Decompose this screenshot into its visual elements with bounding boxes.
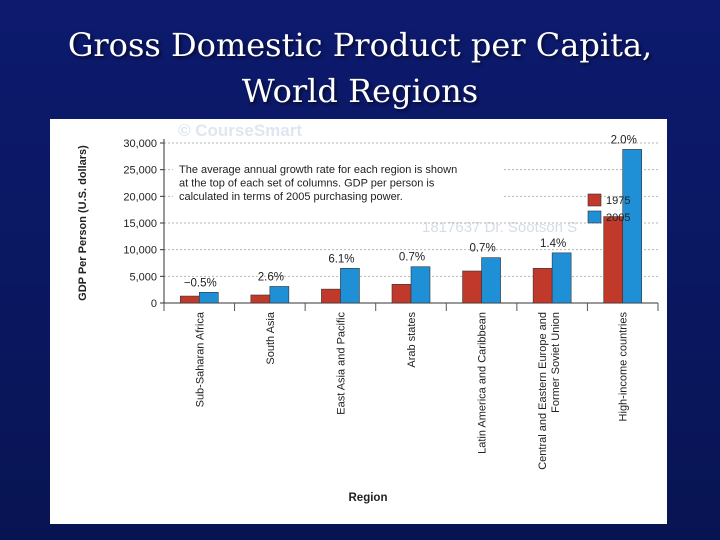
category-label: Latin America and Caribbean: [477, 312, 489, 454]
annotation-box: [173, 159, 503, 211]
y-tick-label: 5,000: [129, 271, 157, 283]
bar-chart: © CourseSmart 1817637 Dr. Sootson S 0 5,000…: [77, 121, 659, 504]
category-label: Former Soviet Union: [550, 312, 562, 413]
y-tick-label: 15,000: [123, 218, 157, 230]
bar-2005: [551, 252, 572, 304]
growth-rate-label: 2.6%: [258, 271, 284, 283]
bar-1975: [603, 216, 624, 304]
slide-title: Gross Domestic Product per Capita, World…: [0, 22, 720, 114]
title-line-2: World Regions: [241, 72, 479, 110]
watermark-text: 1817637 Dr. Sootson S: [422, 219, 577, 236]
legend-swatch-2005: [587, 210, 602, 224]
growth-rate-label: 6.1%: [328, 253, 354, 265]
category-label: Central and Eastern Europe and: [537, 312, 549, 470]
category-label: Sub-Saharan Africa: [194, 311, 206, 407]
category-label: East Asia and Pacific: [335, 312, 347, 415]
bar-2005: [622, 149, 643, 304]
bar-2005: [481, 257, 501, 304]
bar-1975: [321, 288, 341, 304]
chart-figure: © CourseSmart 1817637 Dr. Sootson S 0 5,000…: [50, 119, 667, 524]
bar-2005: [198, 292, 219, 304]
legend-label: 1975: [606, 195, 630, 207]
bar-2005: [410, 266, 431, 304]
bar-1975: [179, 295, 200, 304]
growth-rate-label: 2.0%: [611, 134, 637, 146]
y-tick-label: 30,000: [123, 138, 157, 150]
category-label: High-income countries: [618, 312, 630, 422]
watermark-text: © CourseSmart: [178, 121, 302, 140]
legend-label: 2005: [606, 212, 630, 224]
x-axis-label: Region: [349, 492, 388, 504]
bar-1975: [391, 284, 412, 304]
y-tick-label: 0: [151, 298, 157, 310]
annotation-text: The average annual growth rate for each …: [179, 164, 457, 176]
y-tick-label: 20,000: [123, 191, 157, 203]
category-label: Arab states: [406, 312, 418, 368]
bar-1975: [462, 270, 482, 304]
legend-swatch-1975: [587, 193, 602, 207]
y-tick-label: 25,000: [123, 165, 157, 177]
growth-rate-label: 1.4%: [540, 238, 566, 250]
category-label: South Asia: [265, 311, 277, 364]
bar-2005: [269, 286, 290, 304]
growth-rate-label: −0.5%: [184, 277, 217, 289]
bar-1975: [532, 268, 553, 304]
annotation-text: at the top of each set of columns. GDP p…: [179, 178, 435, 190]
bar-1975: [250, 294, 271, 304]
y-axis-label: GDP Per Person (U.S. dollars): [77, 145, 89, 301]
y-tick-label: 10,000: [123, 245, 157, 257]
growth-rate-label: 0.7%: [469, 243, 495, 255]
annotation-text: calculated in terms of 2005 purchasing p…: [179, 191, 403, 203]
growth-rate-label: 0.7%: [399, 252, 425, 264]
bar-2005: [340, 268, 360, 304]
title-line-1: Gross Domestic Product per Capita,: [67, 26, 653, 64]
